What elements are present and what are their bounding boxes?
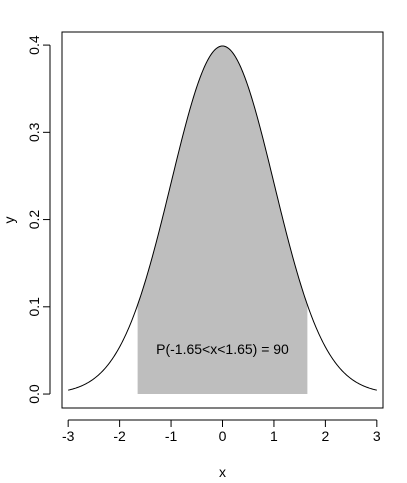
y-tick-label: 0.3 <box>26 122 42 142</box>
x-tick-label: -3 <box>62 428 75 444</box>
x-tick-label: 0 <box>219 428 227 444</box>
y-tick-label: 0.4 <box>26 35 42 55</box>
x-axis: -3 -2 -1 0 1 2 3 <box>62 419 381 444</box>
probability-annotation: P(-1.65<x<1.65) = 90 <box>156 341 289 357</box>
x-tick-label: -1 <box>165 428 178 444</box>
y-tick-label: 0.0 <box>26 384 42 404</box>
y-tick-label: 0.2 <box>26 210 42 230</box>
density-curve <box>68 45 377 391</box>
y-tick-label: 0.1 <box>26 297 42 317</box>
x-axis-label: x <box>219 464 226 480</box>
x-tick-label: 3 <box>373 428 381 444</box>
y-axis-label: y <box>1 217 17 224</box>
x-tick-label: 1 <box>270 428 278 444</box>
x-tick-label: 2 <box>321 428 329 444</box>
x-tick-label: -2 <box>113 428 126 444</box>
shaded-probability-region <box>137 46 308 395</box>
y-axis: 0.0 0.1 0.2 0.3 0.4 <box>26 35 51 404</box>
plot-frame <box>61 31 384 409</box>
